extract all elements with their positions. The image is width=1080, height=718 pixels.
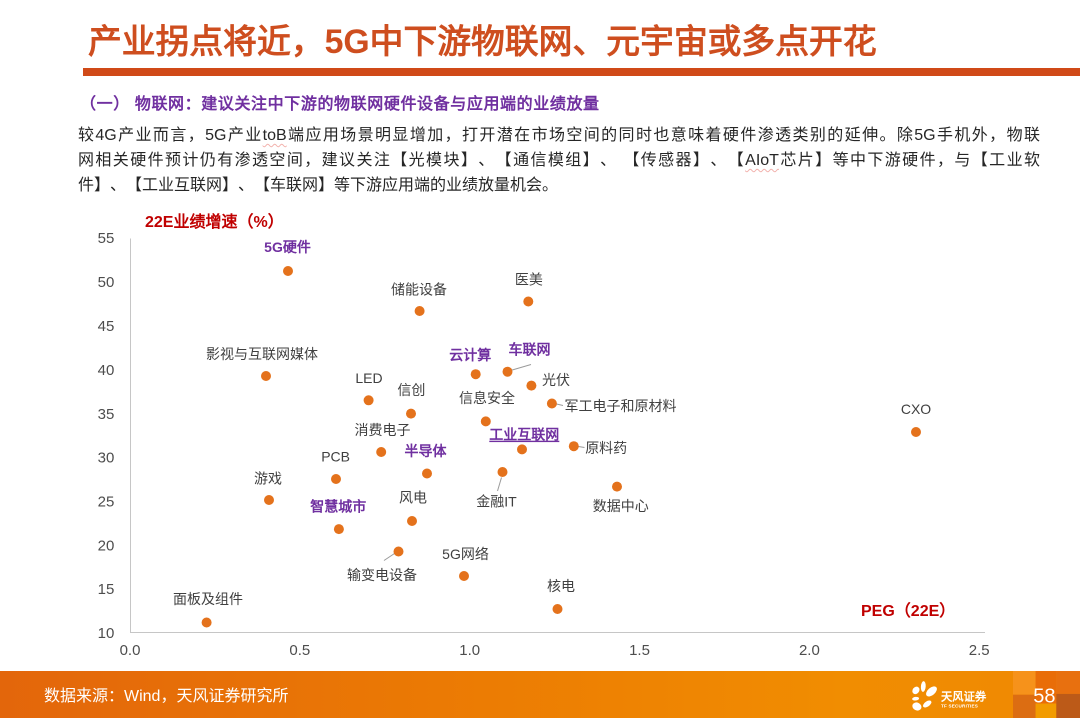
svg-text:50: 50 xyxy=(98,274,115,291)
svg-text:1.5: 1.5 xyxy=(629,642,650,659)
svg-text:数据中心: 数据中心 xyxy=(593,498,649,514)
svg-text:金融IT: 金融IT xyxy=(476,494,517,510)
svg-text:核电: 核电 xyxy=(547,578,575,594)
svg-text:信息安全: 信息安全 xyxy=(459,390,515,406)
svg-text:储能设备: 储能设备 xyxy=(391,282,447,298)
svg-text:面板及组件: 面板及组件 xyxy=(173,591,243,607)
svg-text:30: 30 xyxy=(98,450,115,467)
svg-text:2.0: 2.0 xyxy=(799,642,820,659)
svg-text:PEG（22E）: PEG（22E） xyxy=(861,602,955,620)
svg-text:1.0: 1.0 xyxy=(459,642,480,659)
svg-text:15: 15 xyxy=(98,581,115,598)
svg-text:2.5: 2.5 xyxy=(969,642,990,659)
svg-text:消费电子: 消费电子 xyxy=(355,422,411,438)
svg-text:输变电设备: 输变电设备 xyxy=(347,567,417,583)
svg-text:医美: 医美 xyxy=(515,271,543,287)
svg-text:影视与互联网媒体: 影视与互联网媒体 xyxy=(206,346,318,362)
svg-text:40: 40 xyxy=(98,362,115,379)
svg-text:风电: 风电 xyxy=(399,490,427,506)
svg-text:5G硬件: 5G硬件 xyxy=(264,239,311,255)
svg-text:25: 25 xyxy=(98,494,115,511)
svg-text:原料药: 原料药 xyxy=(585,440,627,456)
svg-text:车联网: 车联网 xyxy=(509,341,551,357)
svg-text:LED: LED xyxy=(355,370,382,386)
svg-text:信创: 信创 xyxy=(397,382,425,398)
svg-text:22E业绩增速（%）: 22E业绩增速（%） xyxy=(145,212,284,231)
svg-text:军工电子和原材料: 军工电子和原材料 xyxy=(565,398,677,414)
svg-text:工业互联网: 工业互联网 xyxy=(489,427,559,443)
svg-text:10: 10 xyxy=(98,625,115,642)
svg-text:PCB: PCB xyxy=(321,448,350,464)
svg-text:35: 35 xyxy=(98,406,115,423)
svg-text:光伏: 光伏 xyxy=(542,372,570,388)
svg-text:智慧城市: 智慧城市 xyxy=(309,499,366,515)
svg-text:55: 55 xyxy=(98,230,115,247)
svg-text:半导体: 半导体 xyxy=(405,443,448,459)
svg-text:云计算: 云计算 xyxy=(449,347,491,363)
svg-text:CXO: CXO xyxy=(901,401,931,417)
svg-text:0.5: 0.5 xyxy=(289,642,310,659)
svg-text:45: 45 xyxy=(98,318,115,335)
svg-text:游戏: 游戏 xyxy=(254,471,282,487)
svg-text:5G网络: 5G网络 xyxy=(442,546,489,562)
svg-text:0.0: 0.0 xyxy=(120,642,141,659)
svg-text:20: 20 xyxy=(98,537,115,554)
